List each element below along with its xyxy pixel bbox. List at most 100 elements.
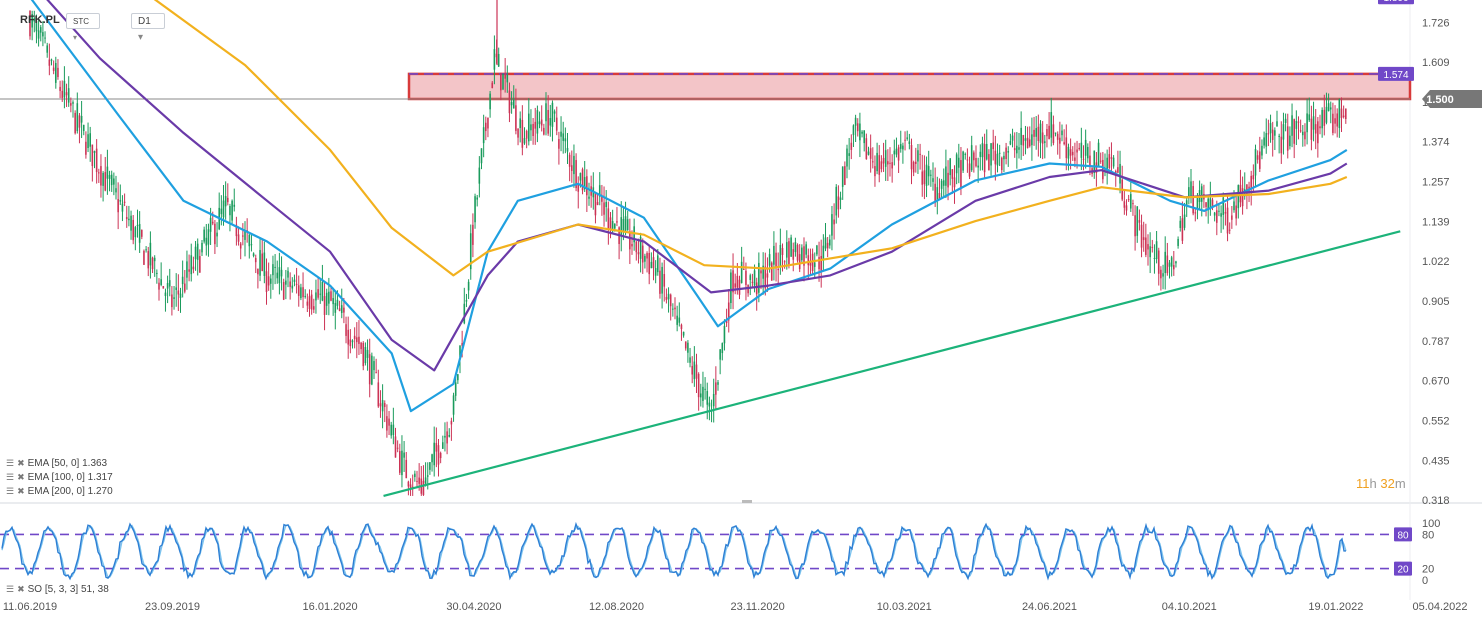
close-icon[interactable]: ✖: [17, 472, 25, 482]
candle-body: [822, 245, 825, 261]
candle-body: [854, 117, 857, 126]
candle-body: [1231, 215, 1233, 220]
oscillator-level-label: 20: [1397, 565, 1409, 576]
y-tick-label: 1.726: [1422, 17, 1450, 29]
legend-ema-50-text: EMA [50, 0] 1.363: [27, 458, 108, 469]
oscillator-level-badge: [1394, 561, 1412, 576]
legend-ema-200[interactable]: ☰ ✖ EMA [200, 0] 1.270: [6, 486, 113, 497]
candle-body: [1136, 206, 1139, 236]
chart-type-dropdown[interactable]: STC ▾: [66, 13, 100, 42]
candle-body: [188, 269, 190, 272]
candle-body: [450, 420, 453, 425]
candle-body: [1211, 199, 1214, 207]
candle-body: [861, 131, 863, 134]
candle-body: [1067, 146, 1070, 159]
candle-body: [304, 295, 306, 297]
interval-dropdown[interactable]: D1 ▾: [131, 13, 165, 43]
candle-body: [788, 241, 790, 266]
list-icon[interactable]: ☰: [6, 458, 15, 468]
candle-body: [833, 219, 835, 225]
candle-body: [1216, 210, 1218, 223]
candle-body: [525, 131, 528, 139]
candle-body: [160, 279, 162, 285]
candle-body: [452, 395, 455, 415]
candle-body: [786, 242, 788, 258]
close-icon[interactable]: ✖: [17, 458, 25, 468]
candle-body: [134, 227, 137, 238]
list-icon[interactable]: ☰: [6, 486, 15, 496]
x-tick-label: 04.10.2021: [1162, 601, 1217, 613]
candle-body: [295, 283, 298, 285]
candle-body: [422, 480, 425, 496]
candle-body: [839, 197, 842, 200]
candle-body: [325, 292, 328, 306]
candle-body: [407, 481, 410, 487]
candle-body: [224, 196, 227, 207]
list-icon[interactable]: ☰: [6, 472, 15, 482]
close-icon[interactable]: ✖: [17, 584, 25, 594]
candle-body: [1016, 145, 1018, 154]
candle-body: [203, 229, 205, 242]
candle-body: [979, 151, 982, 157]
candle-body: [975, 158, 977, 167]
list-icon[interactable]: ☰: [6, 584, 15, 594]
candle-body: [98, 172, 100, 174]
candle-body: [953, 177, 956, 188]
candle-body: [478, 167, 481, 184]
candle-body: [1321, 109, 1323, 129]
candle-body: [1334, 118, 1336, 124]
candle-body: [199, 256, 201, 273]
candle-body: [844, 166, 846, 185]
candle-body: [171, 294, 173, 308]
legend-stochastic[interactable]: ☰ ✖ SO [5, 3, 3] 51, 38: [6, 584, 109, 595]
candle-body: [1323, 109, 1326, 126]
candle-body: [1089, 155, 1091, 167]
x-tick-label: 24.06.2021: [1022, 601, 1077, 613]
candle-body: [639, 236, 642, 259]
candle-body: [74, 112, 76, 134]
candle-body: [323, 296, 326, 315]
candle-body: [1179, 220, 1182, 228]
oscillator-tick-label: 20: [1422, 564, 1434, 576]
candle-body: [882, 157, 885, 164]
candle-body: [338, 308, 341, 311]
candle-body: [1282, 124, 1285, 140]
close-icon[interactable]: ✖: [17, 486, 25, 496]
candle-body: [173, 297, 175, 299]
candle-body: [826, 242, 829, 249]
candle-body: [994, 150, 997, 165]
candle-body: [764, 266, 767, 289]
candle-body: [930, 174, 932, 176]
candle-body: [1056, 133, 1059, 140]
candle-body: [44, 37, 46, 39]
candle-body: [674, 307, 676, 310]
candle-body: [1142, 237, 1145, 241]
candle-body: [1293, 119, 1295, 144]
candle-body: [82, 124, 85, 131]
candle-body: [1108, 154, 1111, 168]
candle-body: [435, 442, 438, 452]
candle-body: [371, 355, 373, 385]
legend-ema-50[interactable]: ☰ ✖ EMA [50, 0] 1.363: [6, 458, 107, 469]
candle-body: [61, 90, 64, 98]
price-level-badge: [1378, 0, 1414, 5]
candle-body: [751, 281, 754, 283]
candle-body: [257, 268, 259, 275]
candle-body: [442, 442, 444, 449]
candle-body: [1183, 214, 1186, 228]
candle-body: [1013, 148, 1016, 151]
candle-body: [659, 270, 661, 294]
candle-body: [947, 172, 949, 188]
candle-body: [115, 188, 117, 193]
candle-body: [480, 148, 483, 164]
candle-body: [717, 382, 719, 385]
candle-body: [908, 141, 911, 144]
candle-body: [297, 285, 300, 296]
candle-body: [1020, 127, 1022, 145]
legend-ema-100[interactable]: ☰ ✖ EMA [100, 0] 1.317: [6, 472, 113, 483]
y-tick-label: 0.670: [1422, 376, 1450, 388]
candle-body: [467, 281, 470, 291]
